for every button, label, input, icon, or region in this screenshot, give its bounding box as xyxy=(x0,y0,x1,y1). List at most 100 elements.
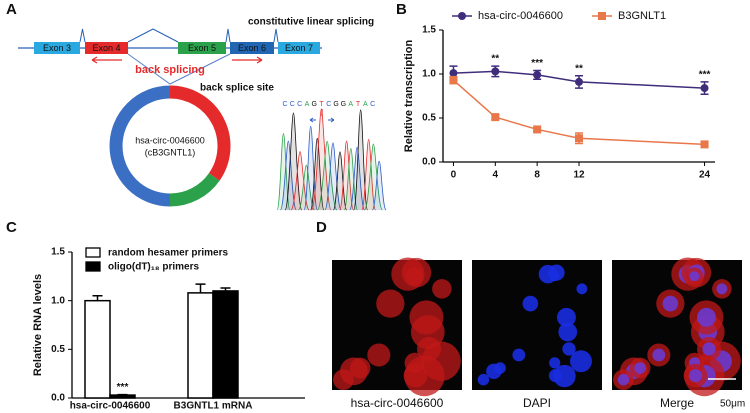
nucleus-signal xyxy=(652,348,666,362)
point xyxy=(700,84,709,93)
nucleus-signal xyxy=(556,307,576,327)
legend-swatch xyxy=(85,261,101,272)
exon xyxy=(278,42,320,54)
circrna-arc xyxy=(169,173,220,207)
bar xyxy=(187,292,214,399)
bar xyxy=(212,290,239,399)
splice-junction xyxy=(273,28,279,43)
nucleus-signal xyxy=(702,342,716,356)
cytoplasm-signal xyxy=(333,369,354,391)
exon-label: Exon 5 xyxy=(188,43,216,53)
y-axis-label: Relative RNA levels xyxy=(32,274,44,376)
legend-marker xyxy=(598,12,606,20)
point xyxy=(533,125,542,134)
back-splicing-label: back splicing xyxy=(135,64,205,76)
nucleus-signal xyxy=(477,373,490,386)
point xyxy=(491,113,500,122)
linear-splicing-label: constitutive linear splicing xyxy=(248,17,374,28)
bar xyxy=(84,299,111,399)
legend-label: oligo(dT)₁₈ primers xyxy=(108,262,199,273)
nucleus-signal xyxy=(570,350,592,373)
chromatogram-peak xyxy=(339,140,354,211)
point xyxy=(575,77,583,86)
point xyxy=(449,69,458,78)
significance: *** xyxy=(699,70,711,81)
exon xyxy=(230,42,274,54)
base: T xyxy=(319,101,324,108)
y-tick-label: 1.0 xyxy=(422,69,436,80)
nucleus-signal xyxy=(512,348,526,362)
base: C xyxy=(326,101,331,108)
exon-label: Exon 4 xyxy=(92,43,120,53)
exon xyxy=(85,42,128,54)
x-tick-label: hsa-circ-0046600 xyxy=(70,401,151,412)
error-bar xyxy=(195,283,206,293)
y-tick-label: 0.0 xyxy=(422,157,436,168)
chromatogram-peak xyxy=(311,108,332,211)
base: C xyxy=(297,101,302,108)
nucleus-signal xyxy=(558,322,578,342)
base: C xyxy=(370,101,375,108)
chromatogram-peak xyxy=(371,160,387,211)
nucleus-signal xyxy=(576,283,588,295)
nucleus-signal xyxy=(549,357,561,369)
image-caption: Merge xyxy=(660,396,694,410)
point xyxy=(533,70,542,79)
panel-label: B xyxy=(396,1,407,18)
arrow xyxy=(91,56,122,64)
cytoplasm-signal xyxy=(405,267,424,286)
exon-label: Exon 6 xyxy=(238,43,266,53)
exon-label: Exon 7 xyxy=(285,43,313,53)
base: A xyxy=(363,101,368,108)
base: A xyxy=(348,101,353,108)
circrna-arc xyxy=(109,85,171,207)
y-tick-label: 0.5 xyxy=(422,113,436,124)
chromatogram-peak xyxy=(363,143,383,211)
y-tick-label: 1.0 xyxy=(51,295,65,306)
image-caption: hsa-circ-0046600 xyxy=(351,396,444,410)
cytoplasm-signal xyxy=(417,336,442,361)
scale-bar-label: 50μm xyxy=(720,399,745,410)
panel-label: D xyxy=(316,219,327,236)
exon xyxy=(178,42,226,54)
circrna-name: hsa-circ-0046600 xyxy=(135,135,205,145)
nucleus-signal xyxy=(716,283,728,295)
cytoplasm-signal xyxy=(432,279,452,299)
significance: *** xyxy=(117,382,129,393)
nucleus-signal xyxy=(562,342,576,356)
nucleus-signal xyxy=(634,362,646,374)
base: A xyxy=(305,101,310,108)
exon xyxy=(34,42,80,54)
chromatogram-peak xyxy=(324,142,342,211)
base: T xyxy=(356,101,361,108)
circrna-arc xyxy=(169,85,231,181)
nucleus-signal xyxy=(549,271,560,282)
chromatogram-peak xyxy=(361,139,376,211)
nucleus-signal xyxy=(662,295,679,312)
point xyxy=(449,76,458,85)
chromatogram-peak xyxy=(276,133,291,211)
error-bar xyxy=(92,295,103,301)
base: G xyxy=(341,101,346,108)
nucleus-signal xyxy=(696,307,716,327)
back-splice-site-label: back splice site xyxy=(200,83,274,94)
cytoplasm-signal xyxy=(403,363,428,388)
nucleus-signal xyxy=(689,271,700,282)
splice-arrows xyxy=(309,117,335,123)
back-splice-line xyxy=(127,53,231,85)
y-axis-label: Relative transcription xyxy=(403,39,415,152)
point xyxy=(491,67,500,76)
panel-label: A xyxy=(6,1,17,18)
nucleus-signal xyxy=(548,369,563,383)
point xyxy=(700,140,709,149)
legend-label: B3GNLT1 xyxy=(618,10,666,22)
exon-label: Exon 3 xyxy=(43,43,71,53)
splice-junction xyxy=(127,28,179,43)
x-tick-label: 12 xyxy=(573,170,585,181)
x-tick-label: 0 xyxy=(451,170,457,181)
x-tick-label: B3GNTL1 mRNA xyxy=(174,401,253,412)
cytoplasm-signal xyxy=(376,289,405,318)
y-tick-label: 1.5 xyxy=(51,247,65,258)
x-tick-label: 4 xyxy=(493,170,499,181)
